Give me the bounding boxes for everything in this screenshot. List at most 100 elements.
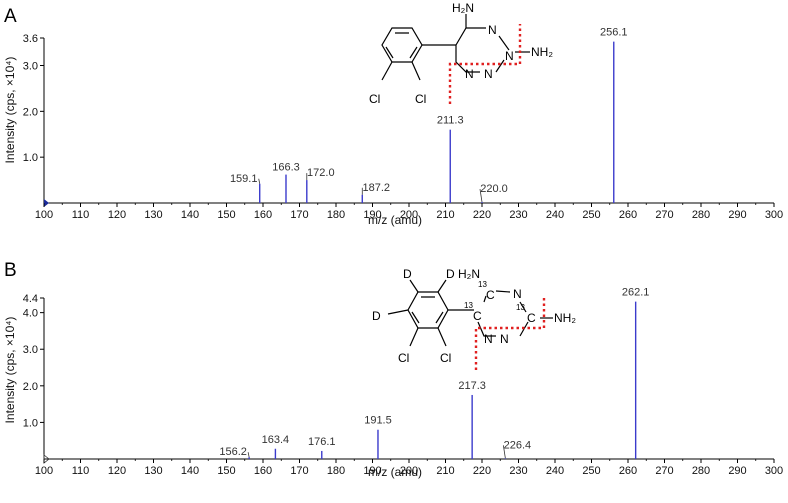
structure-atoms-a: H₂N N N NH₂ N N Cl Cl: [369, 1, 553, 106]
y-tick-label: 4.0: [23, 308, 38, 320]
triazine-ring-b: [477, 290, 529, 337]
x-tick-label: 110: [72, 465, 90, 477]
atom-c13b-b: C: [473, 309, 482, 323]
bond-d3-b: [387, 309, 409, 315]
x-tick-label: 220: [473, 209, 491, 221]
y-tick-label: 2.0: [23, 106, 38, 118]
atom-h2n-a: H₂N: [452, 1, 474, 15]
y-tick-label: 2.0: [23, 381, 38, 393]
x-tick-label: 190: [363, 209, 381, 221]
peak-label: 159.1: [230, 173, 258, 185]
x-tick-label: 200: [400, 465, 418, 477]
atom-d2-b: D: [446, 267, 455, 281]
peak-label: 191.5: [364, 415, 392, 427]
atom-n4-a: N: [484, 67, 493, 81]
x-tick-label: 230: [509, 209, 527, 221]
x-tick-label: 260: [619, 209, 637, 221]
x-tick-label: 180: [327, 209, 345, 221]
peak-label: 187.2: [363, 182, 391, 194]
x-tick-label: 300: [765, 465, 783, 477]
y-axis-label-b: Intensity (cps, ×10⁴): [3, 317, 17, 424]
x-tick-label: 200: [400, 209, 418, 221]
atom-nh2-a: NH₂: [531, 45, 553, 59]
peak-label-leader: [247, 452, 250, 458]
peak-label: 172.0: [307, 167, 335, 179]
peak-label: 163.4: [262, 434, 290, 446]
peak-label: 176.1: [308, 436, 336, 448]
triazine-ring-a: [455, 27, 510, 73]
spectrum-chart-a: 100 110 120 130 140 150 160 170 180 190 200 210 220 2…: [23, 27, 783, 221]
x-axis-label-b: m/z (amu): [368, 465, 422, 479]
x-tick-label: 120: [108, 465, 126, 477]
x-tick-label: 210: [436, 209, 454, 221]
x-axis-label-a: m/z (amu): [368, 213, 422, 227]
y-tick-label: 4.4: [23, 293, 38, 305]
isotope-label-a-b: 13: [478, 280, 487, 289]
x-tick-label: 290: [728, 465, 746, 477]
atom-cl2-a: Cl: [415, 92, 426, 106]
peak-label: 211.3: [437, 115, 464, 127]
atom-n3-b: N: [484, 332, 493, 346]
y-tick-label: 3.6: [23, 33, 38, 45]
x-tick-label: 210: [436, 465, 454, 477]
origin-marker: [44, 199, 49, 207]
atom-cl1-a: Cl: [369, 92, 380, 106]
atom-h2n-b: H₂N: [458, 267, 480, 281]
atom-cl1-b: Cl: [398, 351, 409, 365]
bond-cl2-b: [437, 327, 447, 347]
atom-n2-a: N: [505, 49, 514, 63]
x-tick-label: 130: [144, 209, 162, 221]
peak-label: 262.1: [622, 287, 650, 299]
x-tick-label: 240: [546, 209, 564, 221]
atom-c13c-b: C: [527, 311, 536, 325]
x-tick-label: 130: [144, 465, 162, 477]
peak-label-leader: [479, 189, 483, 203]
isotope-label-b-b: 13: [464, 301, 473, 310]
fragmentation-cut-a: [448, 24, 522, 104]
x-tick-label: 220: [473, 465, 491, 477]
bond-d1-b: [409, 279, 419, 293]
phenyl-double-bonds-a: [385, 32, 418, 59]
x-tick-label: 170: [290, 465, 308, 477]
x-tick-label: 230: [509, 465, 527, 477]
y-tick-label: 1.0: [23, 152, 38, 164]
isotope-label-c-b: 13: [516, 303, 525, 312]
x-tick-label: 290: [728, 209, 746, 221]
x-tick-label: 100: [35, 209, 53, 221]
peak-label: 226.4: [504, 439, 532, 451]
x-tick-label: 110: [72, 209, 90, 221]
y-axis-label-a: Intensity (cps, ×10⁴): [3, 57, 17, 164]
x-tick-label: 270: [655, 209, 673, 221]
bond-d2-b: [437, 279, 447, 293]
atom-cl2-b: Cl: [440, 351, 451, 365]
chemical-structure-a: [381, 14, 530, 104]
panel-label-a: A: [4, 6, 17, 27]
x-tick-label: 250: [582, 209, 600, 221]
atom-nh2-b: NH₂: [554, 311, 576, 325]
peak-label: 156.2: [219, 446, 247, 458]
panel-label-b: B: [4, 260, 17, 281]
x-tick-label: 160: [254, 209, 272, 221]
x-tick-label: 240: [546, 465, 564, 477]
peak-label: 166.3: [272, 162, 300, 174]
x-tick-label: 190: [363, 465, 381, 477]
x-tick-label: 250: [582, 465, 600, 477]
bond-cl2-a: [411, 61, 421, 81]
x-tick-label: 170: [290, 209, 308, 221]
x-tick-label: 280: [692, 209, 710, 221]
atom-d1-b: D: [403, 267, 412, 281]
x-tick-label: 270: [655, 465, 673, 477]
x-tick-label: 150: [217, 465, 235, 477]
atom-n1-a: N: [488, 23, 497, 37]
phenyl-double-bonds-b: [411, 296, 444, 324]
x-tick-label: 140: [181, 465, 199, 477]
atom-n3-a: N: [465, 67, 474, 81]
x-tick-label: 300: [765, 209, 783, 221]
bond-cl1-a: [381, 61, 393, 81]
chemical-structure-b: [387, 279, 553, 370]
x-tick-label: 120: [108, 209, 126, 221]
x-tick-label: 280: [692, 465, 710, 477]
peak-label: 217.3: [458, 380, 486, 392]
x-tick-label: 100: [35, 465, 53, 477]
